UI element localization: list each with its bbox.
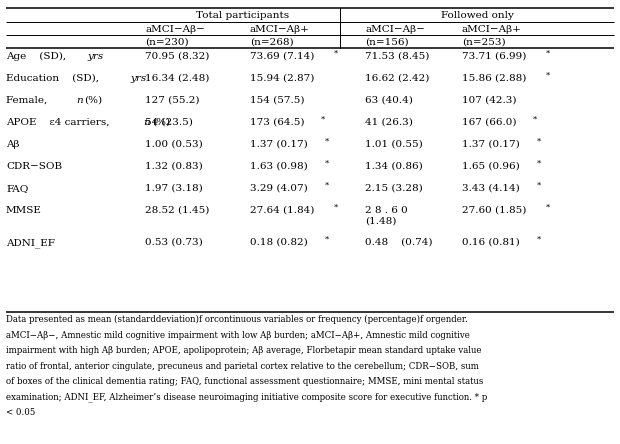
Text: CDR−SOB: CDR−SOB bbox=[6, 162, 62, 171]
Text: examination; ADNI_EF, Alzheimer’s disease neuroimaging initiative composite scor: examination; ADNI_EF, Alzheimer’s diseas… bbox=[6, 392, 487, 402]
Text: aMCI−Aβ+: aMCI−Aβ+ bbox=[250, 25, 310, 34]
Text: 28.52 (1.45): 28.52 (1.45) bbox=[145, 206, 210, 215]
Text: Aβ: Aβ bbox=[6, 140, 19, 149]
Text: yrs: yrs bbox=[88, 52, 104, 61]
Text: *: * bbox=[533, 115, 537, 123]
Text: *: * bbox=[537, 138, 541, 146]
Text: 3.29 (4.07): 3.29 (4.07) bbox=[250, 184, 308, 193]
Text: 1.65 (0.96): 1.65 (0.96) bbox=[462, 162, 520, 171]
Text: 0.18 (0.82): 0.18 (0.82) bbox=[250, 238, 308, 247]
Text: 1.37 (0.17): 1.37 (0.17) bbox=[462, 140, 520, 149]
Text: 127 (55.2): 127 (55.2) bbox=[145, 96, 200, 105]
Text: 15.86 (2.88): 15.86 (2.88) bbox=[462, 74, 526, 83]
Text: 27.60 (1.85): 27.60 (1.85) bbox=[462, 206, 526, 215]
Text: 3.43 (4.14): 3.43 (4.14) bbox=[462, 184, 520, 193]
Text: 1.00 (0.53): 1.00 (0.53) bbox=[145, 140, 203, 149]
Text: *: * bbox=[537, 182, 541, 190]
Text: 154 (57.5): 154 (57.5) bbox=[250, 96, 304, 105]
Text: (%): (%) bbox=[153, 118, 171, 127]
Text: 16.62 (2.42): 16.62 (2.42) bbox=[365, 74, 430, 83]
Text: of boxes of the clinical dementia rating; FAQ, functional assessment questionnai: of boxes of the clinical dementia rating… bbox=[6, 377, 484, 386]
Text: *: * bbox=[546, 71, 550, 79]
Text: MMSE: MMSE bbox=[6, 206, 42, 215]
Text: (1.48): (1.48) bbox=[365, 217, 396, 226]
Text: APOE    ε4 carriers,: APOE ε4 carriers, bbox=[6, 118, 113, 127]
Text: 27.64 (1.84): 27.64 (1.84) bbox=[250, 206, 314, 215]
Text: 173 (64.5): 173 (64.5) bbox=[250, 118, 304, 127]
Text: yrs: yrs bbox=[130, 74, 146, 83]
Text: (n=230): (n=230) bbox=[145, 38, 188, 47]
Text: 2.15 (3.28): 2.15 (3.28) bbox=[365, 184, 423, 193]
Text: *: * bbox=[334, 49, 338, 58]
Text: < 0.05: < 0.05 bbox=[6, 408, 35, 417]
Text: 73.71 (6.99): 73.71 (6.99) bbox=[462, 52, 526, 61]
Text: aMCI−Aβ+: aMCI−Aβ+ bbox=[462, 25, 522, 34]
Text: aMCI−Aβ−, Amnestic mild cognitive impairment with low Aβ burden; aMCI−Aβ+, Amnes: aMCI−Aβ−, Amnestic mild cognitive impair… bbox=[6, 330, 470, 340]
Text: 0.53 (0.73): 0.53 (0.73) bbox=[145, 238, 203, 247]
Text: *: * bbox=[325, 159, 329, 167]
Text: (n=253): (n=253) bbox=[462, 38, 506, 47]
Text: ADNI_EF: ADNI_EF bbox=[6, 238, 55, 248]
Text: (n=268): (n=268) bbox=[250, 38, 294, 47]
Text: *: * bbox=[537, 159, 541, 167]
Text: n: n bbox=[76, 96, 82, 105]
Text: 1.32 (0.83): 1.32 (0.83) bbox=[145, 162, 203, 171]
Text: 41 (26.3): 41 (26.3) bbox=[365, 118, 413, 127]
Text: *: * bbox=[537, 235, 541, 243]
Text: 1.63 (0.98): 1.63 (0.98) bbox=[250, 162, 308, 171]
Text: 63 (40.4): 63 (40.4) bbox=[365, 96, 413, 105]
Text: Followed only: Followed only bbox=[441, 11, 513, 20]
Text: ratio of frontal, anterior cingulate, precuneus and parietal cortex relative to : ratio of frontal, anterior cingulate, pr… bbox=[6, 361, 479, 370]
Text: aMCI−Aβ−: aMCI−Aβ− bbox=[365, 25, 425, 34]
Text: impairment with high Aβ burden; APOE, apolipoprotein; Aβ average, Florbetapir me: impairment with high Aβ burden; APOE, ap… bbox=[6, 346, 482, 355]
Text: *: * bbox=[325, 138, 329, 146]
Text: 1.37 (0.17): 1.37 (0.17) bbox=[250, 140, 308, 149]
Text: n: n bbox=[144, 118, 151, 127]
Text: aMCI−Aβ−: aMCI−Aβ− bbox=[145, 25, 205, 34]
Text: FAQ: FAQ bbox=[6, 184, 29, 193]
Text: 1.34 (0.86): 1.34 (0.86) bbox=[365, 162, 423, 171]
Text: 16.34 (2.48): 16.34 (2.48) bbox=[145, 74, 210, 83]
Text: (n=156): (n=156) bbox=[365, 38, 409, 47]
Text: *: * bbox=[334, 203, 338, 211]
Text: Data presented as mean (standarddeviation)f orcontinuous variables or frequency : Data presented as mean (standarddeviatio… bbox=[6, 315, 467, 324]
Text: 1.97 (3.18): 1.97 (3.18) bbox=[145, 184, 203, 193]
Text: 2 8 . 6 0: 2 8 . 6 0 bbox=[365, 206, 408, 215]
Text: Age    (SD),: Age (SD), bbox=[6, 52, 69, 61]
Text: Female,: Female, bbox=[6, 96, 60, 105]
Text: 167 (66.0): 167 (66.0) bbox=[462, 118, 516, 127]
Text: 0.48    (0.74): 0.48 (0.74) bbox=[365, 238, 433, 247]
Text: 1.01 (0.55): 1.01 (0.55) bbox=[365, 140, 423, 149]
Text: *: * bbox=[546, 203, 550, 211]
Text: 70.95 (8.32): 70.95 (8.32) bbox=[145, 52, 210, 61]
Text: 107 (42.3): 107 (42.3) bbox=[462, 96, 516, 105]
Text: *: * bbox=[325, 182, 329, 190]
Text: 15.94 (2.87): 15.94 (2.87) bbox=[250, 74, 314, 83]
Text: *: * bbox=[325, 235, 329, 243]
Text: 73.69 (7.14): 73.69 (7.14) bbox=[250, 52, 314, 61]
Text: *: * bbox=[321, 115, 325, 123]
Text: Total participants: Total participants bbox=[196, 11, 289, 20]
Text: 54 (23.5): 54 (23.5) bbox=[145, 118, 193, 127]
Text: 71.53 (8.45): 71.53 (8.45) bbox=[365, 52, 430, 61]
Text: Education    (SD),: Education (SD), bbox=[6, 74, 102, 83]
Text: *: * bbox=[546, 49, 550, 58]
Text: 0.16 (0.81): 0.16 (0.81) bbox=[462, 238, 520, 247]
Text: (%): (%) bbox=[84, 96, 103, 105]
